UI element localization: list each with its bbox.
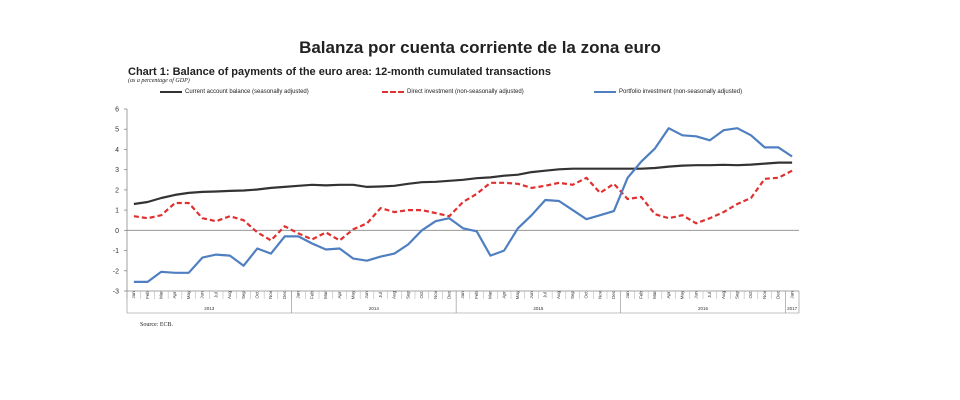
x-tick-label: Dec xyxy=(282,290,287,299)
year-label: 2015 xyxy=(533,306,544,311)
current-account-line xyxy=(133,161,793,206)
x-tick-label: Nov xyxy=(433,290,438,299)
x-tick-label: May xyxy=(350,290,355,299)
x-tick-label: Aug xyxy=(227,291,232,300)
x-tick-label: Jul xyxy=(542,292,547,298)
x-tick-label: Mar xyxy=(158,291,163,299)
y-tick-label: -1 xyxy=(113,248,119,255)
x-tick-label: Dec xyxy=(611,290,616,299)
y-tick-label: 6 xyxy=(115,107,119,114)
y-tick-label: 4 xyxy=(115,147,119,154)
x-tick-label: Oct xyxy=(748,291,753,299)
x-tick-label: Apr xyxy=(337,291,342,299)
year-label: 2017 xyxy=(787,306,798,311)
x-tick-label: Feb xyxy=(145,291,150,299)
x-tick-label: Oct xyxy=(584,291,589,299)
x-tick-label: Jan xyxy=(789,291,794,299)
x-tick-label: Jul xyxy=(213,292,218,298)
legend-swatch-direct-investment xyxy=(382,91,404,93)
x-tick-label: Sep xyxy=(734,291,739,300)
legend-label-direct-investment: Direct investment (non-seasonally adjust… xyxy=(407,89,524,95)
x-tick-label: May xyxy=(186,290,191,299)
x-tick-label: Sep xyxy=(570,291,575,300)
x-tick-label: Feb xyxy=(474,291,479,299)
legend-item-direct-investment: Direct investment (non-seasonally adjust… xyxy=(382,86,524,98)
x-tick-label: Mar xyxy=(488,291,493,299)
x-tick-label: Dec xyxy=(446,290,451,299)
x-tick-label: Nov xyxy=(597,290,602,299)
legend-item-portfolio-investment: Portfolio investment (non-seasonally adj… xyxy=(594,86,742,98)
x-tick-label: Jun xyxy=(529,291,534,299)
y-tick-label: 3 xyxy=(115,167,119,174)
x-tick-label: Jan xyxy=(296,291,301,299)
x-tick-label: Apr xyxy=(501,291,506,299)
x-tick-label: Jun xyxy=(200,291,205,299)
x-tick-label: Jun xyxy=(693,291,698,299)
x-tick-label: Dec xyxy=(776,290,781,299)
x-tick-label: Aug xyxy=(721,291,726,300)
x-tick-label: Jul xyxy=(707,292,712,298)
x-tick-label: Apr xyxy=(666,291,671,299)
x-tick-label: Oct xyxy=(254,291,259,299)
x-tick-label: Mar xyxy=(323,291,328,299)
legend-swatch-portfolio-investment xyxy=(594,91,616,93)
y-tick-label: 2 xyxy=(115,187,119,194)
portfolio-investment-line xyxy=(133,127,793,283)
year-label: 2016 xyxy=(698,306,709,311)
y-tick-label: 0 xyxy=(115,228,119,235)
y-tick-label: -2 xyxy=(113,268,119,275)
x-tick-label: Oct xyxy=(419,291,424,299)
x-tick-label: Sep xyxy=(405,291,410,300)
chart-title: Chart 1: Balance of payments of the euro… xyxy=(128,66,551,78)
x-tick-label: Jan xyxy=(460,291,465,299)
x-tick-label: Jan xyxy=(625,291,630,299)
x-tick-label: Jun xyxy=(364,291,369,299)
x-tick-label: May xyxy=(680,290,685,299)
year-label: 2013 xyxy=(204,306,215,311)
source-note: Source: ECB. xyxy=(140,322,173,328)
unit-note: (as a percentage of GDP) xyxy=(128,78,190,84)
y-tick-label: -3 xyxy=(113,289,119,296)
y-tick-label: 1 xyxy=(115,208,119,215)
year-label: 2014 xyxy=(369,306,380,311)
direct-investment-line xyxy=(133,169,793,242)
x-tick-label: Feb xyxy=(309,291,314,299)
legend-item-current-account: Current account balance (seasonally adju… xyxy=(160,86,309,98)
x-tick-label: Nov xyxy=(268,290,273,299)
x-tick-label: Apr xyxy=(172,291,177,299)
x-tick-label: Feb xyxy=(638,291,643,299)
legend-label-portfolio-investment: Portfolio investment (non-seasonally adj… xyxy=(619,89,743,95)
x-tick-label: Aug xyxy=(392,291,397,300)
legend-label-current-account: Current account balance (seasonally adju… xyxy=(185,89,309,95)
x-tick-label: Mar xyxy=(652,291,657,299)
page-title: Balanza por cuenta corriente de la zona … xyxy=(299,38,661,57)
x-tick-label: Nov xyxy=(762,290,767,299)
legend-swatch-current-account xyxy=(160,91,182,93)
x-tick-label: Sep xyxy=(241,291,246,300)
x-tick-label: Aug xyxy=(556,291,561,300)
y-tick-label: 5 xyxy=(115,127,119,134)
x-tick-label: Jan xyxy=(131,291,136,299)
x-tick-label: Jul xyxy=(378,292,383,298)
x-tick-label: May xyxy=(515,290,520,299)
